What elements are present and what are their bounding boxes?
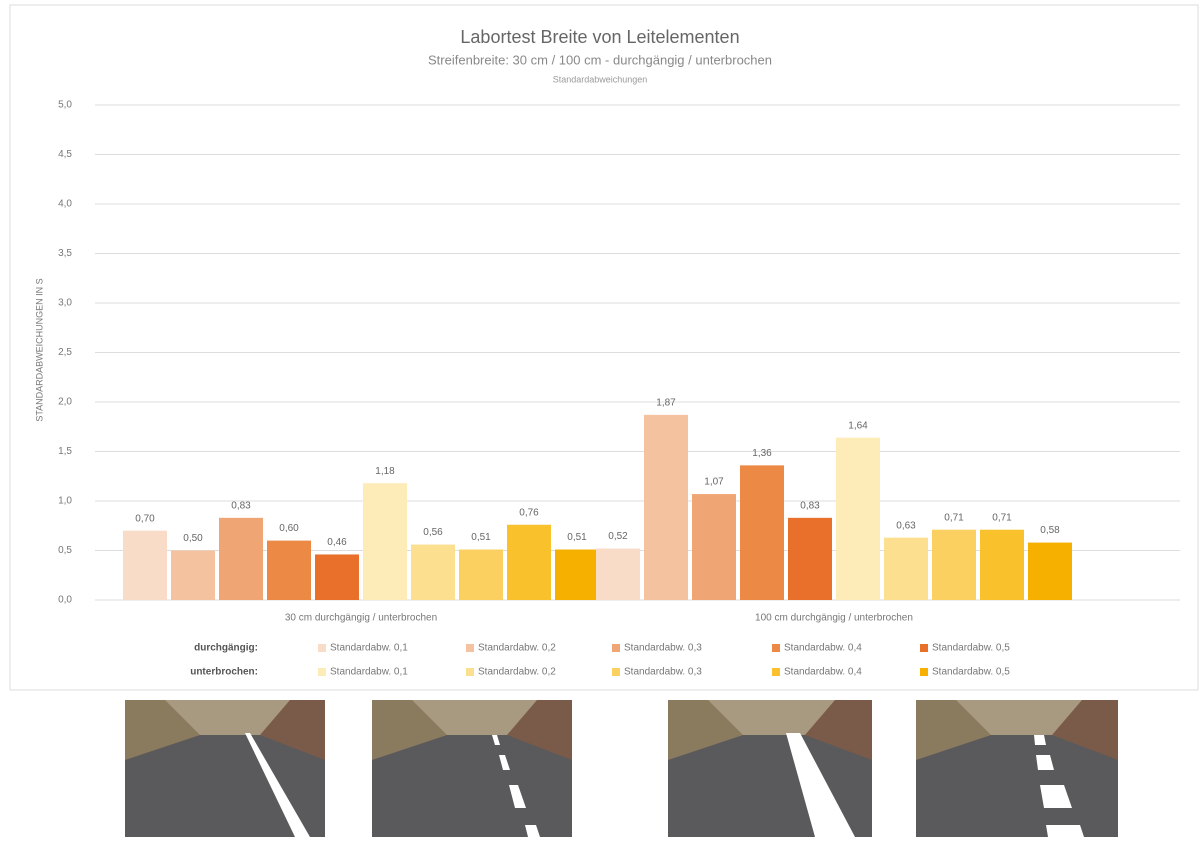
bar (932, 529, 976, 600)
legend-row-label: durchgängig: (194, 643, 258, 654)
value-label: 1,07 (704, 477, 724, 488)
bar (1028, 542, 1072, 600)
legend-label: Standardabw. 0,2 (478, 643, 556, 654)
legend-label: Standardabw. 0,5 (932, 667, 1010, 678)
value-label: 0,71 (992, 512, 1012, 523)
legend-label: Standardabw. 0,2 (478, 667, 556, 678)
value-label: 0,51 (567, 532, 587, 543)
photo (125, 700, 325, 837)
photos (125, 700, 1118, 837)
legend-label: Standardabw. 0,1 (330, 667, 408, 678)
bar (596, 548, 640, 600)
x-tick-label: 100 cm durchgängig / unterbrochen (755, 613, 913, 624)
bar (459, 549, 503, 600)
y-tick-label: 3,0 (58, 298, 72, 309)
y-tick-label: 1,5 (58, 446, 72, 457)
legend-label: Standardabw. 0,3 (624, 667, 702, 678)
legend-swatch (772, 668, 780, 676)
bar (644, 414, 688, 600)
value-label: 0,56 (423, 527, 443, 538)
y-tick-label: 3,5 (58, 248, 72, 259)
chart-note: Standardabweichungen (553, 74, 648, 84)
y-tick-label: 5,0 (58, 100, 72, 111)
bar (123, 530, 167, 600)
legend-label: Standardabw. 0,4 (784, 643, 862, 654)
value-label: 0,50 (183, 533, 203, 544)
legend-swatch (318, 644, 326, 652)
bar (411, 544, 455, 600)
value-label: 0,70 (135, 513, 155, 524)
value-label: 0,51 (471, 532, 491, 543)
legend-label: Standardabw. 0,1 (330, 643, 408, 654)
bar (740, 465, 784, 600)
bar (219, 517, 263, 600)
y-tick-label: 4,5 (58, 149, 72, 160)
x-tick-label: 30 cm durchgängig / unterbrochen (285, 613, 437, 624)
bar (363, 483, 407, 600)
legend-swatch (772, 644, 780, 652)
value-label: 0,63 (896, 520, 916, 531)
y-tick-label: 0,5 (58, 545, 72, 556)
value-label: 0,76 (519, 507, 539, 518)
value-label: 0,83 (231, 500, 251, 511)
value-label: 1,64 (848, 420, 868, 431)
legend-label: Standardabw. 0,5 (932, 643, 1010, 654)
value-label: 0,60 (279, 523, 299, 534)
photo (668, 700, 872, 837)
value-label: 0,71 (944, 512, 964, 523)
bar (267, 540, 311, 600)
bar (788, 517, 832, 600)
legend-swatch (318, 668, 326, 676)
chart-title: Labortest Breite von Leitelementen (460, 27, 739, 47)
photo (372, 700, 572, 837)
y-tick-label: 1,0 (58, 496, 72, 507)
bar (315, 554, 359, 600)
y-tick-label: 2,5 (58, 347, 72, 358)
y-tick-label: 0,0 (58, 595, 72, 606)
value-label: 0,83 (800, 500, 820, 511)
legend-swatch (920, 668, 928, 676)
legend-swatch (612, 644, 620, 652)
legend-swatch (612, 668, 620, 676)
value-label: 1,36 (752, 448, 772, 459)
legend-row-label: unterbrochen: (190, 667, 258, 678)
value-label: 1,87 (656, 398, 676, 409)
value-label: 1,18 (375, 466, 395, 477)
bar (171, 550, 215, 600)
legend-swatch (466, 644, 474, 652)
bar (836, 437, 880, 600)
legend-label: Standardabw. 0,4 (784, 667, 862, 678)
bar (980, 529, 1024, 600)
bar (507, 524, 551, 600)
y-tick-label: 2,0 (58, 397, 72, 408)
y-axis-label: STANDARDABWEICHUNGEN IN S (34, 278, 44, 421)
bar (555, 549, 599, 600)
value-label: 0,58 (1040, 525, 1060, 536)
value-label: 0,46 (327, 537, 347, 548)
legend-swatch (466, 668, 474, 676)
value-label: 0,52 (608, 531, 628, 542)
bar (884, 537, 928, 600)
legend-swatch (920, 644, 928, 652)
bar (692, 494, 736, 600)
y-tick-label: 4,0 (58, 199, 72, 210)
chart-subtitle: Streifenbreite: 30 cm / 100 cm - durchgä… (428, 52, 772, 67)
legend-label: Standardabw. 0,3 (624, 643, 702, 654)
photo (916, 700, 1118, 837)
